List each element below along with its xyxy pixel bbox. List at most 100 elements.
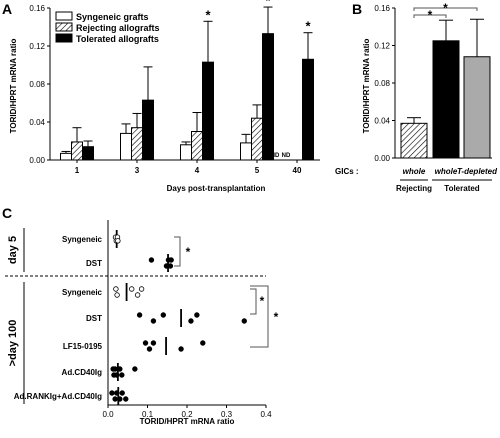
panel-a-x-tick-label: 1 bbox=[75, 166, 80, 175]
panel-b-y-tick-label: 0.12 bbox=[374, 42, 390, 51]
data-point bbox=[142, 340, 149, 346]
panel-a-y-tick-label: 0.16 bbox=[29, 4, 45, 13]
significance-star: * bbox=[265, 0, 271, 8]
panel-a-x-axis-label: Days post-transplantation bbox=[167, 184, 266, 193]
data-point bbox=[128, 286, 135, 292]
row-label: DST bbox=[86, 259, 102, 268]
panel-a-bars: ND ND * * * bbox=[60, 0, 314, 161]
panel-a-x-tick-label: 4 bbox=[195, 166, 200, 175]
row-label: Syngeneic bbox=[62, 288, 103, 297]
panel-a: A TORID/HPRT mRNA ratio Days post-transp… bbox=[2, 0, 320, 193]
legend-swatch bbox=[55, 33, 73, 43]
bar bbox=[180, 144, 192, 161]
data-point bbox=[123, 396, 129, 402]
panel-c-points: * * * bbox=[109, 230, 279, 405]
data-point bbox=[119, 390, 125, 396]
data-point bbox=[148, 257, 155, 263]
data-point bbox=[115, 238, 121, 244]
panel-b-letter: B bbox=[352, 1, 362, 17]
panel-b-y-tick-label: 0.04 bbox=[374, 117, 390, 126]
bar bbox=[463, 56, 491, 159]
data-point bbox=[117, 366, 123, 372]
panel-a-y-tick-label: 0.04 bbox=[29, 118, 45, 127]
data-point bbox=[188, 318, 194, 324]
panel-a-y-tick-label: 0.08 bbox=[29, 80, 45, 89]
data-point bbox=[200, 340, 206, 346]
significance-star: * bbox=[274, 310, 279, 324]
significance-bracket bbox=[250, 288, 257, 315]
group-label: Tolerated bbox=[444, 184, 480, 193]
bar bbox=[251, 117, 263, 161]
significance-bracket bbox=[174, 236, 181, 267]
panel-b-y-tick-label: 0.08 bbox=[374, 79, 390, 88]
legend-swatch bbox=[55, 11, 73, 21]
bar bbox=[400, 122, 428, 159]
panel-c: C TORID/HPRT mRNA ratio 0.0 0.1 0.2 0.3 0.4 d… bbox=[2, 205, 279, 426]
panel-a-x-tick-label: 3 bbox=[135, 166, 140, 175]
data-point bbox=[113, 390, 120, 396]
panel-b-category-label: T-depleted bbox=[457, 167, 498, 176]
data-point bbox=[194, 312, 200, 318]
panel-c-x-tick-label: 0.2 bbox=[181, 410, 193, 419]
significance-star: * bbox=[186, 245, 191, 259]
data-point bbox=[168, 257, 174, 263]
data-point bbox=[113, 372, 120, 378]
data-point bbox=[150, 340, 157, 346]
section-label: day 5 bbox=[7, 236, 19, 264]
significance-star: * bbox=[205, 7, 211, 22]
bar bbox=[71, 141, 83, 161]
bar bbox=[120, 132, 132, 161]
panel-a-y-tick-label: 0.00 bbox=[29, 156, 45, 165]
nd-label: ND bbox=[271, 153, 280, 159]
bar bbox=[191, 131, 203, 161]
panel-a-y-axis-label: TORID/HPRT mRNA ratio bbox=[9, 39, 18, 134]
legend-label: Tolerated allografts bbox=[76, 34, 159, 44]
nd-label: ND bbox=[282, 153, 291, 159]
panel-b-y-tick-label: 0.00 bbox=[374, 154, 390, 163]
data-point bbox=[136, 312, 143, 318]
row-label: Ad.CD40Ig bbox=[62, 368, 103, 377]
panel-c-letter: C bbox=[2, 205, 12, 221]
panel-b-category-label: whole bbox=[403, 167, 426, 176]
panel-c-x-axis-label: TORID/HPRT mRNA ratio bbox=[140, 417, 235, 426]
bar bbox=[60, 152, 72, 161]
data-point bbox=[150, 318, 157, 324]
panel-c-x-tick-label: 0.0 bbox=[102, 410, 114, 419]
data-point bbox=[113, 286, 119, 292]
data-point bbox=[119, 372, 125, 378]
panel-b-y-axis-label: TORID/HPRT mRNA ratio bbox=[362, 39, 371, 134]
section-label: >day 100 bbox=[7, 320, 19, 367]
panel-a-axes: 0.00 0.04 0.08 0.12 0.16 1 3 4 5 40 bbox=[29, 4, 320, 175]
data-point bbox=[134, 292, 141, 298]
data-point bbox=[138, 286, 145, 292]
panel-b-bars: whole whole T-depleted* * bbox=[400, 1, 498, 176]
legend-label: Syngeneic grafts bbox=[76, 12, 149, 22]
bar bbox=[202, 61, 214, 161]
row-label: Syngeneic bbox=[62, 235, 103, 244]
significance-bracket bbox=[250, 285, 269, 348]
data-point bbox=[146, 346, 153, 352]
data-point bbox=[112, 366, 118, 372]
data-point bbox=[112, 396, 118, 402]
bar bbox=[240, 142, 252, 161]
panel-b-y-tick-label: 0.16 bbox=[374, 4, 390, 13]
panel-b-category-label: whole bbox=[435, 167, 458, 176]
data-point bbox=[167, 263, 174, 269]
bar bbox=[142, 99, 154, 161]
panel-a-y-tick-label: 0.12 bbox=[29, 42, 45, 51]
bar bbox=[262, 33, 274, 161]
group-label: Rejecting bbox=[396, 184, 432, 193]
panel-c-x-tick-label: 0.4 bbox=[260, 410, 272, 419]
row-label: Ad.RANKIg+Ad.CD40Ig bbox=[14, 392, 102, 401]
panel-c-x-tick-label: 0.3 bbox=[221, 410, 233, 419]
data-point bbox=[114, 292, 120, 298]
bar bbox=[302, 58, 314, 161]
panel-c-x-tick-label: 0.1 bbox=[142, 410, 154, 419]
panel-b-gics-label: GICs : bbox=[335, 167, 359, 176]
bar bbox=[82, 146, 94, 161]
legend-swatch bbox=[55, 22, 73, 32]
significance-star: * bbox=[260, 294, 265, 308]
panel-c-axes: 0.0 0.1 0.2 0.3 0.4 day 5 >day 100 Syngeneic DST… bbox=[5, 220, 272, 419]
data-point bbox=[178, 346, 184, 352]
